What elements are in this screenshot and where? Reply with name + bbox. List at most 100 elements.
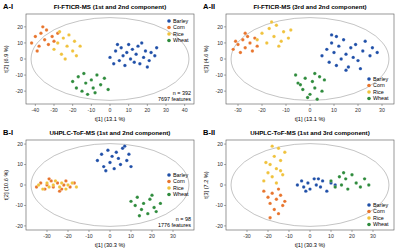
x-tick xyxy=(173,230,174,232)
point xyxy=(99,83,102,86)
point xyxy=(359,185,362,188)
point xyxy=(241,38,244,41)
point xyxy=(108,56,111,59)
point xyxy=(279,169,282,172)
legend-label: Wheat xyxy=(173,191,189,197)
point xyxy=(84,81,87,84)
point xyxy=(335,35,338,38)
point xyxy=(129,200,132,203)
point xyxy=(75,86,78,89)
point xyxy=(142,202,145,205)
point xyxy=(37,183,40,186)
y-tick-label: -10 xyxy=(16,202,24,208)
legend-marker xyxy=(367,90,371,94)
point xyxy=(75,185,78,188)
point xyxy=(138,214,141,217)
point xyxy=(248,41,251,44)
y-tick-label: 20 xyxy=(17,141,23,147)
point xyxy=(342,171,345,174)
point xyxy=(121,54,124,57)
point xyxy=(136,44,139,47)
annotation: n = 98 xyxy=(176,216,191,222)
point xyxy=(52,48,55,51)
x-tick xyxy=(247,230,248,232)
point xyxy=(363,177,366,180)
point xyxy=(347,65,350,68)
point xyxy=(30,41,33,44)
point xyxy=(104,169,107,172)
point xyxy=(125,51,128,54)
point xyxy=(268,27,271,30)
y-tick-label: -20 xyxy=(216,223,224,229)
y-tick xyxy=(24,144,26,145)
x-tick xyxy=(334,104,335,106)
point xyxy=(52,40,55,43)
point xyxy=(323,78,326,81)
x-axis-label: t[1] (30.3 %) xyxy=(295,242,326,248)
point xyxy=(272,35,275,38)
point xyxy=(301,88,304,91)
legend-label: Barley xyxy=(173,172,189,178)
legend-marker xyxy=(167,173,171,177)
legend-label: Corn xyxy=(373,82,385,88)
legend-marker xyxy=(167,32,171,36)
point xyxy=(129,57,132,60)
point xyxy=(355,181,358,184)
y-tick-label: -20 xyxy=(16,223,24,229)
point xyxy=(271,175,274,178)
point xyxy=(119,163,122,166)
legend-marker xyxy=(367,216,371,220)
point xyxy=(356,59,359,62)
point xyxy=(308,93,311,96)
legend: BarleyCornRiceWheat xyxy=(167,18,189,44)
title: UHPLC-ToF-MS (1st and 3rd component) xyxy=(250,129,370,136)
point xyxy=(268,202,271,205)
point xyxy=(71,181,74,184)
point xyxy=(146,212,149,215)
point xyxy=(319,185,322,188)
x-tick-label: -30 xyxy=(43,233,51,239)
y-tick xyxy=(24,59,26,60)
point xyxy=(364,40,367,43)
point xyxy=(113,167,116,170)
x-tick xyxy=(358,104,359,106)
y-tick xyxy=(24,185,26,186)
plot-frame xyxy=(26,140,194,230)
y-tick-label: -10 xyxy=(16,72,24,78)
y-tick-label: 20 xyxy=(217,141,223,147)
point xyxy=(71,49,74,52)
x-tick-label: 0 xyxy=(109,107,112,113)
point xyxy=(273,208,276,211)
point xyxy=(153,54,156,57)
point xyxy=(283,151,286,154)
point xyxy=(256,38,259,41)
x-tick-label: 20 xyxy=(144,107,150,113)
point xyxy=(77,75,80,78)
plot-frame xyxy=(226,140,394,230)
point xyxy=(39,32,42,35)
y-tick-label: 0 xyxy=(20,182,23,188)
point xyxy=(102,165,105,168)
point xyxy=(275,181,278,184)
y-tick-label: -20 xyxy=(216,88,224,94)
point xyxy=(52,183,55,186)
point xyxy=(354,43,357,46)
legend-marker xyxy=(167,186,171,190)
legend-label: Rice xyxy=(373,89,384,95)
x-tick xyxy=(238,104,239,106)
x-tick-label: 0 xyxy=(109,233,112,239)
point xyxy=(335,64,338,67)
point xyxy=(330,41,333,44)
point xyxy=(78,44,81,47)
legend-label: Rice xyxy=(173,185,184,191)
point xyxy=(256,44,259,47)
confidence-ellipse xyxy=(31,144,189,227)
point xyxy=(144,49,147,52)
point xyxy=(337,44,340,47)
point xyxy=(96,159,99,162)
y-tick-label: 0 xyxy=(20,56,23,62)
point xyxy=(315,183,318,186)
point xyxy=(330,33,333,36)
panel-label: A-II xyxy=(203,2,215,11)
y-tick-label: -10 xyxy=(216,202,224,208)
